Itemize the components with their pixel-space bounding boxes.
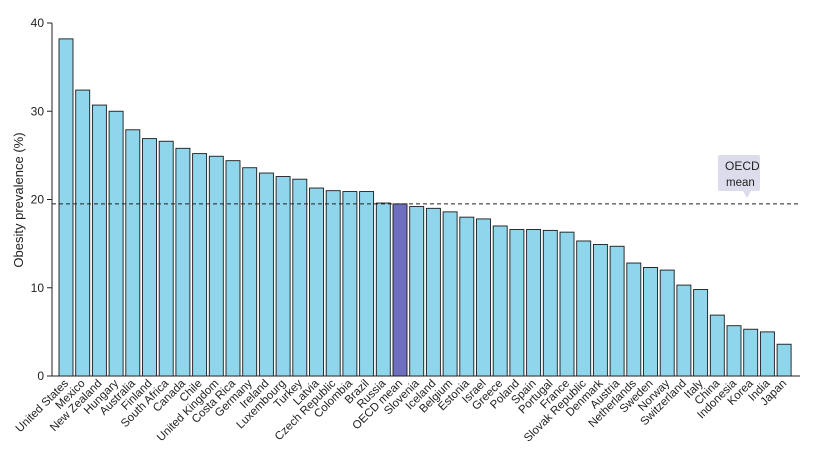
oecd-mean-annotation: OECD mean bbox=[718, 155, 760, 198]
oecd-mean-annotation-line1: OECD bbox=[725, 159, 760, 173]
y-tick-label: 20 bbox=[31, 193, 45, 207]
oecd-mean-annotation-pointer bbox=[743, 191, 751, 198]
bar bbox=[258, 172, 274, 377]
bar bbox=[592, 244, 608, 377]
bar bbox=[242, 167, 258, 377]
bar bbox=[409, 206, 425, 377]
bar bbox=[526, 229, 542, 377]
y-axis-label: Obesity prevalence (%) bbox=[11, 132, 26, 267]
bar bbox=[309, 187, 324, 377]
bar bbox=[609, 245, 625, 377]
bar bbox=[509, 229, 525, 377]
bar bbox=[626, 262, 642, 377]
bar bbox=[492, 225, 508, 377]
bar bbox=[75, 89, 91, 377]
bar bbox=[576, 240, 592, 377]
bar bbox=[192, 153, 208, 377]
bar bbox=[726, 325, 742, 377]
y-tick-label: 30 bbox=[31, 104, 45, 118]
bar bbox=[125, 129, 141, 377]
bar bbox=[659, 269, 675, 377]
bar bbox=[359, 191, 375, 377]
bar bbox=[91, 104, 107, 377]
bar-oecd-mean bbox=[392, 203, 408, 377]
bar bbox=[759, 331, 775, 377]
y-tick-label: 40 bbox=[31, 16, 45, 30]
y-tick-label: 10 bbox=[31, 281, 45, 295]
bar bbox=[476, 218, 491, 377]
bar bbox=[743, 328, 759, 377]
bar bbox=[275, 176, 291, 377]
bar bbox=[325, 190, 341, 377]
bar bbox=[542, 229, 558, 377]
bar bbox=[442, 211, 458, 377]
bar bbox=[158, 140, 174, 377]
bar bbox=[142, 138, 157, 377]
bar bbox=[375, 202, 391, 377]
y-tick-label: 0 bbox=[37, 369, 44, 383]
oecd-mean-annotation-line2: mean bbox=[726, 177, 755, 189]
bar bbox=[709, 314, 725, 377]
bar bbox=[559, 231, 575, 377]
bar bbox=[175, 147, 191, 377]
bar bbox=[58, 38, 74, 377]
bar bbox=[292, 178, 308, 377]
bar bbox=[643, 267, 658, 377]
bar bbox=[208, 155, 224, 377]
bar bbox=[425, 207, 441, 377]
bar bbox=[225, 160, 241, 377]
bars-group bbox=[58, 38, 792, 377]
bar bbox=[342, 191, 358, 377]
bar bbox=[693, 289, 709, 377]
bar bbox=[459, 216, 475, 377]
oecd-mean-annotation-box bbox=[718, 155, 760, 191]
bar bbox=[676, 284, 692, 377]
bar bbox=[776, 343, 792, 377]
bar bbox=[108, 110, 124, 377]
